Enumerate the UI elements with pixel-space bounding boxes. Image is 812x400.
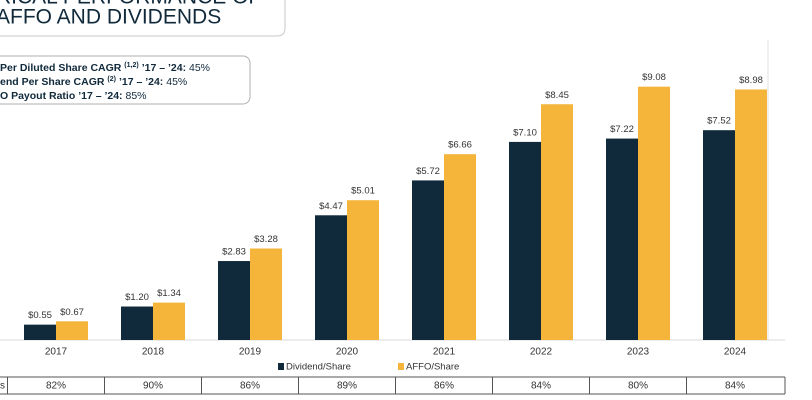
bar: [638, 86, 670, 340]
bar: [444, 154, 476, 340]
legend-swatch: [278, 363, 284, 370]
value-label: $6.66: [448, 140, 472, 151]
x-tick-label: 2020: [336, 347, 359, 358]
title-frame: [0, 0, 286, 37]
bar: [121, 306, 153, 340]
stat-line: end Per Share CAGR (2) ’17 – ’24: 45%: [0, 76, 187, 88]
stat-note: (1,2): [124, 62, 138, 69]
stat-value: 45%: [166, 76, 187, 88]
x-tick-label: 2018: [142, 347, 165, 358]
table-cell: 89%: [337, 381, 357, 392]
value-label: $3.28: [254, 234, 278, 245]
value-label: $9.08: [642, 72, 666, 83]
stat-label: end Per Share CAGR: [0, 76, 105, 88]
bar: [347, 200, 379, 340]
stat-period: ’17 – ’24:: [119, 76, 163, 88]
value-label: $5.72: [416, 166, 440, 177]
x-tick-label: 2022: [530, 347, 553, 358]
stat-period: ’17 – ’24:: [142, 62, 186, 74]
table-label: s: [0, 381, 5, 392]
table: s 82% 90% 86% 89% 86% 84% 80% 84%: [0, 376, 786, 395]
table-cell: 86%: [434, 381, 454, 392]
x-tick-label: 2024: [724, 347, 747, 358]
bar: [703, 130, 735, 340]
table-cell: 82%: [46, 381, 66, 392]
value-label: $5.01: [351, 186, 375, 197]
stat-note: (2): [107, 76, 116, 83]
title-line: RICAL PERFORMANCE OF: [0, 0, 261, 9]
x-tick-label: 2021: [433, 347, 456, 358]
x-tick-label: 2023: [627, 347, 650, 358]
value-label: $0.67: [60, 307, 84, 318]
bar: [412, 180, 444, 340]
table-cell: 84%: [531, 381, 551, 392]
table-cell: 84%: [725, 381, 745, 392]
bar: [315, 215, 347, 340]
table-cell: 90%: [143, 381, 163, 392]
stats-box: [0, 55, 251, 105]
value-label: $7.10: [513, 127, 537, 138]
bar: [606, 138, 638, 340]
value-label: $0.55: [28, 310, 52, 321]
stats: Per Diluted Share CAGR (1,2) ’17 – ’24: 4…: [0, 62, 210, 102]
bar: [24, 324, 56, 340]
stat-line: Per Diluted Share CAGR (1,2) ’17 – ’24: 4…: [0, 62, 210, 74]
legend-swatch: [398, 363, 404, 370]
table-cell: 80%: [628, 381, 648, 392]
value-label: $4.47: [319, 201, 343, 212]
stat-value: 85%: [125, 90, 146, 102]
value-label: $1.20: [125, 292, 149, 303]
value-label: $7.22: [610, 124, 634, 135]
bar: [509, 141, 541, 340]
value-label: $8.98: [739, 75, 763, 86]
bar: [541, 104, 573, 341]
table-cell: 86%: [240, 381, 260, 392]
stat-line: O Payout Ratio ’17 – ’24: 85%: [0, 90, 147, 102]
title-line: AFFO AND DIVIDENDS: [0, 6, 221, 29]
stat-label: O Payout Ratio: [0, 90, 75, 102]
x-tick-label: 2019: [239, 347, 262, 358]
value-label: $2.83: [222, 247, 246, 258]
bar: [153, 302, 185, 340]
legend-label: AFFO/Share: [406, 362, 459, 373]
value-label: $7.52: [707, 116, 731, 127]
stat-period: ’17 – ’24:: [78, 90, 122, 102]
legend: Dividend/Share AFFO/Share: [278, 362, 459, 373]
bar: [735, 89, 767, 340]
legend-label: Dividend/Share: [286, 362, 351, 373]
value-label: $8.45: [545, 90, 569, 101]
bar: [56, 321, 88, 340]
x-tick-label: 2017: [45, 347, 68, 358]
stat-label: Per Diluted Share CAGR: [0, 62, 122, 74]
value-label: $1.34: [157, 288, 181, 299]
bar: [218, 261, 250, 340]
plot: 2017 $0.55 $0.67 2018 $1.20 $1.34 2019 $2.83 $3.…: [24, 72, 767, 358]
bar: [250, 248, 282, 340]
stat-value: 45%: [189, 62, 210, 74]
